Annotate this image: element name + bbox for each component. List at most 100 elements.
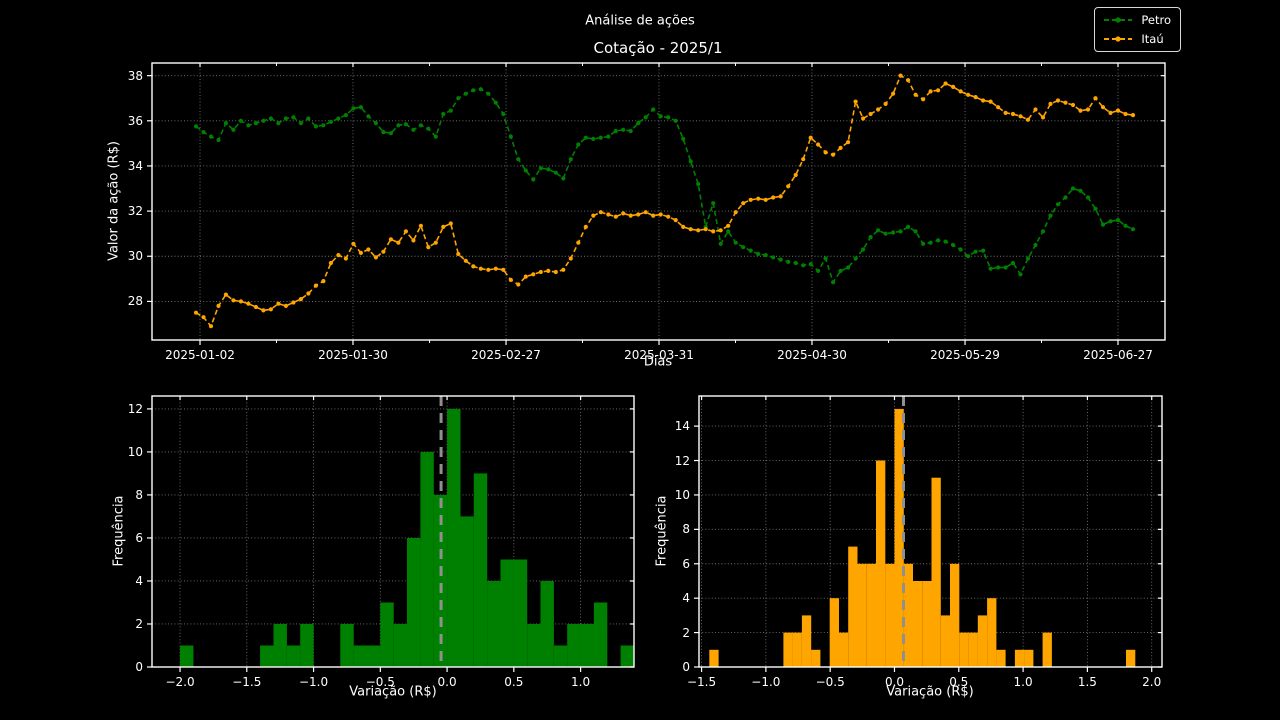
- data-point-marker: [936, 88, 941, 93]
- data-point-marker: [973, 95, 978, 100]
- data-point-marker: [808, 135, 813, 140]
- data-point-marker: [703, 227, 708, 232]
- price-chart-panel: 2025-01-02 2025-01-30 2025-02-27 2025-03-31…: [128, 62, 1166, 362]
- data-point-marker: [283, 303, 288, 308]
- data-point-marker: [1085, 195, 1091, 200]
- x-tick-label: 0.5: [949, 675, 969, 689]
- data-point-marker: [718, 228, 723, 233]
- data-point-marker: [1108, 219, 1113, 224]
- data-point-marker: [583, 224, 588, 229]
- petro-hist-y-axis-label: Frequência: [111, 495, 127, 567]
- axes-spines: [151, 62, 1166, 341]
- data-point-marker: [628, 128, 633, 134]
- histogram-bar: [420, 451, 434, 667]
- y-tick-label: 30: [127, 249, 143, 264]
- histogram-bar: [801, 615, 812, 667]
- x-tick-label: −1.0: [751, 675, 781, 689]
- data-point-marker: [793, 172, 798, 178]
- data-point-marker: [598, 135, 603, 140]
- data-point-marker: [568, 256, 573, 261]
- data-point-marker: [981, 248, 986, 253]
- data-point-marker: [936, 238, 941, 243]
- data-point-marker: [741, 245, 746, 250]
- x-tick-label: 2025-02-27: [471, 348, 541, 362]
- itau-histogram-panel: −1.5 −1.0 −0.5 0.0 0.5 1.0 1.5 2.0 0 2 4 6 8 10 12 14: [675, 395, 1163, 689]
- data-point-marker: [553, 269, 558, 275]
- data-point-marker: [501, 267, 506, 272]
- histogram-bar: [447, 408, 461, 667]
- data-point-marker: [268, 116, 273, 121]
- data-point-marker: [546, 268, 551, 273]
- data-point-marker: [1055, 98, 1061, 103]
- itau-line-sample-icon: [1104, 36, 1133, 42]
- data-point-marker: [1040, 229, 1046, 234]
- data-point-marker: [321, 279, 326, 284]
- data-point-marker: [718, 241, 723, 246]
- x-tick-label: −0.5: [815, 675, 845, 689]
- data-point-marker: [681, 224, 686, 229]
- legend: Petro Itaú: [1094, 7, 1181, 52]
- data-point-marker: [1130, 113, 1136, 118]
- data-point-marker: [748, 197, 753, 202]
- data-point-marker: [966, 92, 971, 97]
- histogram-bar: [300, 624, 314, 667]
- x-tick-label: 1.0: [571, 675, 591, 689]
- histogram-bar: [260, 645, 274, 667]
- data-point-marker: [951, 242, 956, 248]
- data-point-marker: [223, 292, 228, 297]
- data-point-marker: [516, 282, 521, 287]
- data-point-marker: [673, 218, 678, 223]
- data-point-marker: [201, 130, 206, 135]
- data-point-marker: [966, 254, 971, 259]
- data-point-marker: [523, 168, 528, 173]
- data-point-marker: [403, 229, 408, 234]
- data-point-marker: [1123, 223, 1128, 228]
- data-point-marker: [441, 111, 446, 117]
- data-point-marker: [193, 124, 199, 129]
- data-point-marker: [823, 256, 828, 261]
- data-point-marker: [1100, 222, 1106, 227]
- y-tick-label: 8: [135, 487, 143, 502]
- data-point-marker: [208, 134, 214, 139]
- data-point-marker: [388, 237, 393, 242]
- data-point-marker: [411, 127, 416, 132]
- data-point-marker: [433, 134, 438, 139]
- histogram-bar: [380, 602, 394, 667]
- histogram-bar: [931, 477, 941, 667]
- histogram-bar: [977, 615, 988, 667]
- data-point-marker: [1025, 117, 1031, 122]
- data-point-marker: [943, 239, 948, 244]
- data-point-marker: [568, 157, 573, 162]
- data-point-marker: [1085, 107, 1091, 112]
- histogram-bar: [540, 581, 554, 667]
- data-point-marker: [1010, 260, 1016, 266]
- data-point-marker: [403, 122, 408, 127]
- data-point-marker: [658, 114, 663, 119]
- data-point-marker: [906, 224, 911, 229]
- data-point-marker: [373, 121, 378, 126]
- data-point-marker: [756, 196, 761, 201]
- data-point-marker: [253, 304, 258, 310]
- data-point-marker: [1063, 100, 1068, 105]
- histogram-bar: [838, 632, 849, 667]
- histogram-bar: [180, 645, 194, 667]
- data-point-marker: [1055, 202, 1061, 207]
- data-point-marker: [711, 229, 716, 234]
- data-point-marker: [688, 227, 693, 232]
- price-x-axis-label: Dias: [643, 354, 673, 370]
- data-point-marker: [636, 121, 641, 126]
- data-point-marker: [1093, 206, 1098, 211]
- data-point-marker: [298, 297, 303, 302]
- data-point-marker: [1078, 108, 1083, 113]
- histogram-bar: [393, 624, 408, 667]
- histogram-bar: [913, 581, 923, 667]
- data-point-marker: [786, 184, 791, 189]
- data-point-marker: [688, 159, 693, 164]
- data-point-marker: [846, 140, 851, 145]
- data-point-marker: [553, 170, 558, 175]
- x-tick-label: 1.5: [1077, 675, 1097, 689]
- data-point-marker: [793, 260, 798, 266]
- histogram-bar: [829, 598, 839, 667]
- data-point-marker: [501, 111, 506, 117]
- data-point-marker: [216, 137, 221, 143]
